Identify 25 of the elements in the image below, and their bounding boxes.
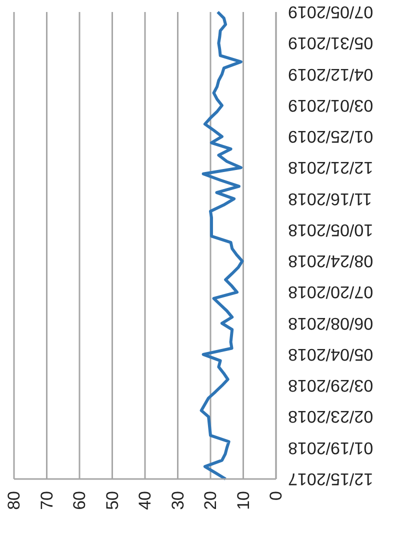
x-tick-label: 10: [234, 491, 253, 510]
y-tick-label: 07/20/2018: [288, 282, 374, 302]
y-tick-label: 02/23/2018: [288, 407, 374, 426]
y-tick-label: 10/05/2018: [288, 220, 374, 240]
y-tick-label: 03/01/2019: [288, 96, 374, 115]
x-tick-label: 20: [201, 491, 220, 510]
y-tick-label: 08/24/2018: [288, 252, 374, 271]
y-tick-label: 01/19/2018: [288, 438, 374, 458]
y-tick-label: 01/25/2019: [288, 127, 374, 146]
y-tick-label: 04/12/2019: [288, 64, 374, 84]
y-tick-label: 06/08/2018: [288, 314, 374, 333]
y-tick-label: 05/31/2019: [288, 34, 374, 53]
x-tick-label: 70: [37, 491, 56, 510]
x-tick-label: 0: [266, 491, 286, 500]
y-tick-label: 07/05/2019: [288, 2, 374, 22]
x-tick-label: 60: [70, 491, 89, 510]
x-tick-label: 80: [4, 491, 24, 510]
y-tick-label: 12/15/2017: [288, 470, 374, 488]
y-tick-label: 12/21/2018: [288, 158, 374, 178]
x-tick-label: 40: [136, 491, 154, 510]
x-tick-label: 50: [102, 491, 122, 510]
y-tick-label: 03/29/2018: [288, 376, 374, 396]
x-tick-label: 30: [168, 491, 188, 510]
y-tick-label: 05/04/2018: [288, 344, 374, 364]
y-tick-label: 11/16/2018: [288, 189, 372, 208]
